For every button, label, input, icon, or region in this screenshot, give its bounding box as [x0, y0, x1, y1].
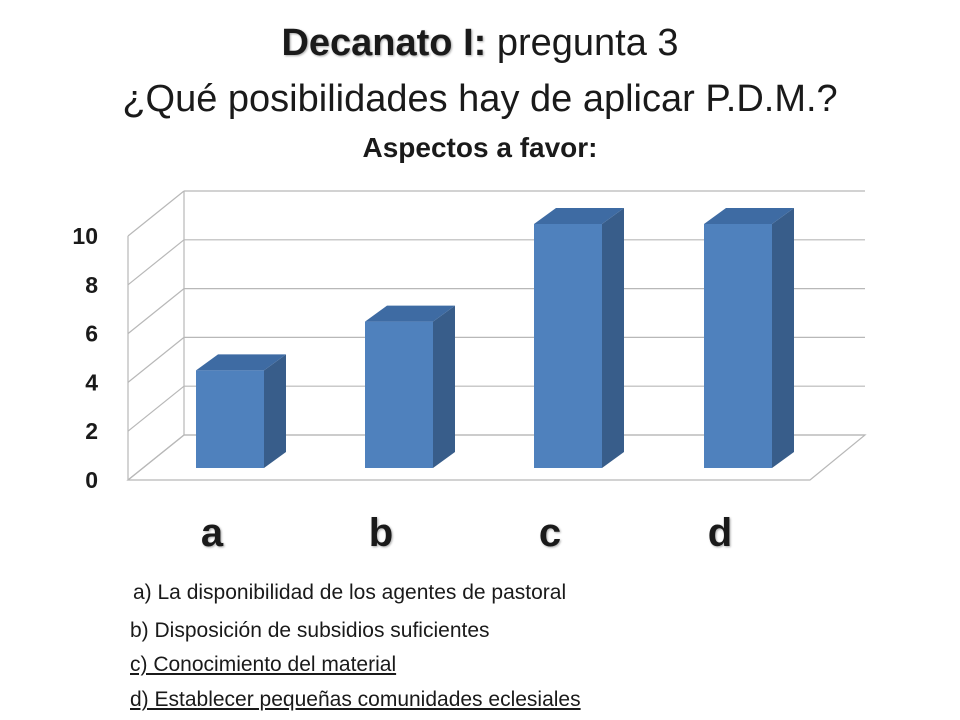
gridline-side [127, 190, 185, 237]
y-tick-label: 0 [85, 467, 98, 493]
bar-side [264, 354, 286, 468]
x-tick-label: a [201, 511, 224, 555]
x-tick-label: c [539, 511, 561, 555]
y-tick-label: 8 [85, 272, 98, 298]
legend-item-a: a) La disponibilidad de los agentes de p… [133, 581, 567, 604]
question-text: ¿Qué posibilidades hay de aplicar P.D.M.… [122, 78, 838, 120]
x-tick-label: d [708, 511, 732, 555]
gridline-side [127, 336, 185, 383]
bar-side [433, 305, 455, 468]
chart-subtitle: Aspectos a favor: [362, 132, 598, 163]
title-bold: Decanato I: [281, 22, 487, 64]
bar-top [534, 208, 624, 224]
bar [365, 321, 433, 468]
bar [534, 224, 602, 468]
gridline-side [127, 385, 185, 432]
y-tick-label: 4 [85, 369, 98, 395]
y-tick-label: 6 [85, 321, 98, 347]
bar-top [196, 354, 286, 371]
bar-side [602, 208, 624, 468]
bar-top [704, 208, 794, 224]
bar-side [772, 208, 794, 468]
gridline-side [127, 239, 185, 286]
x-tick-label: b [369, 511, 393, 555]
legend-item-d: d) Establecer pequeñas comunidades ecles… [130, 688, 581, 711]
bar [196, 370, 264, 468]
title-rest: pregunta 3 [486, 22, 679, 64]
y-tick-label: 10 [72, 223, 98, 249]
gridline-side [127, 288, 185, 335]
bar [704, 224, 772, 468]
bar-chart: 0 2 4 6 8 10 a b c d [72, 190, 867, 555]
legend-item-c: c) Conocimiento del material [130, 653, 397, 676]
legend-item-b: b) Disposición de subsidios suficientes [130, 619, 490, 642]
chart-floor [126, 434, 867, 481]
title-line: Decanato I: pregunta 3 [0, 22, 960, 65]
y-tick-label: 2 [85, 418, 98, 444]
bar-top [365, 305, 455, 322]
